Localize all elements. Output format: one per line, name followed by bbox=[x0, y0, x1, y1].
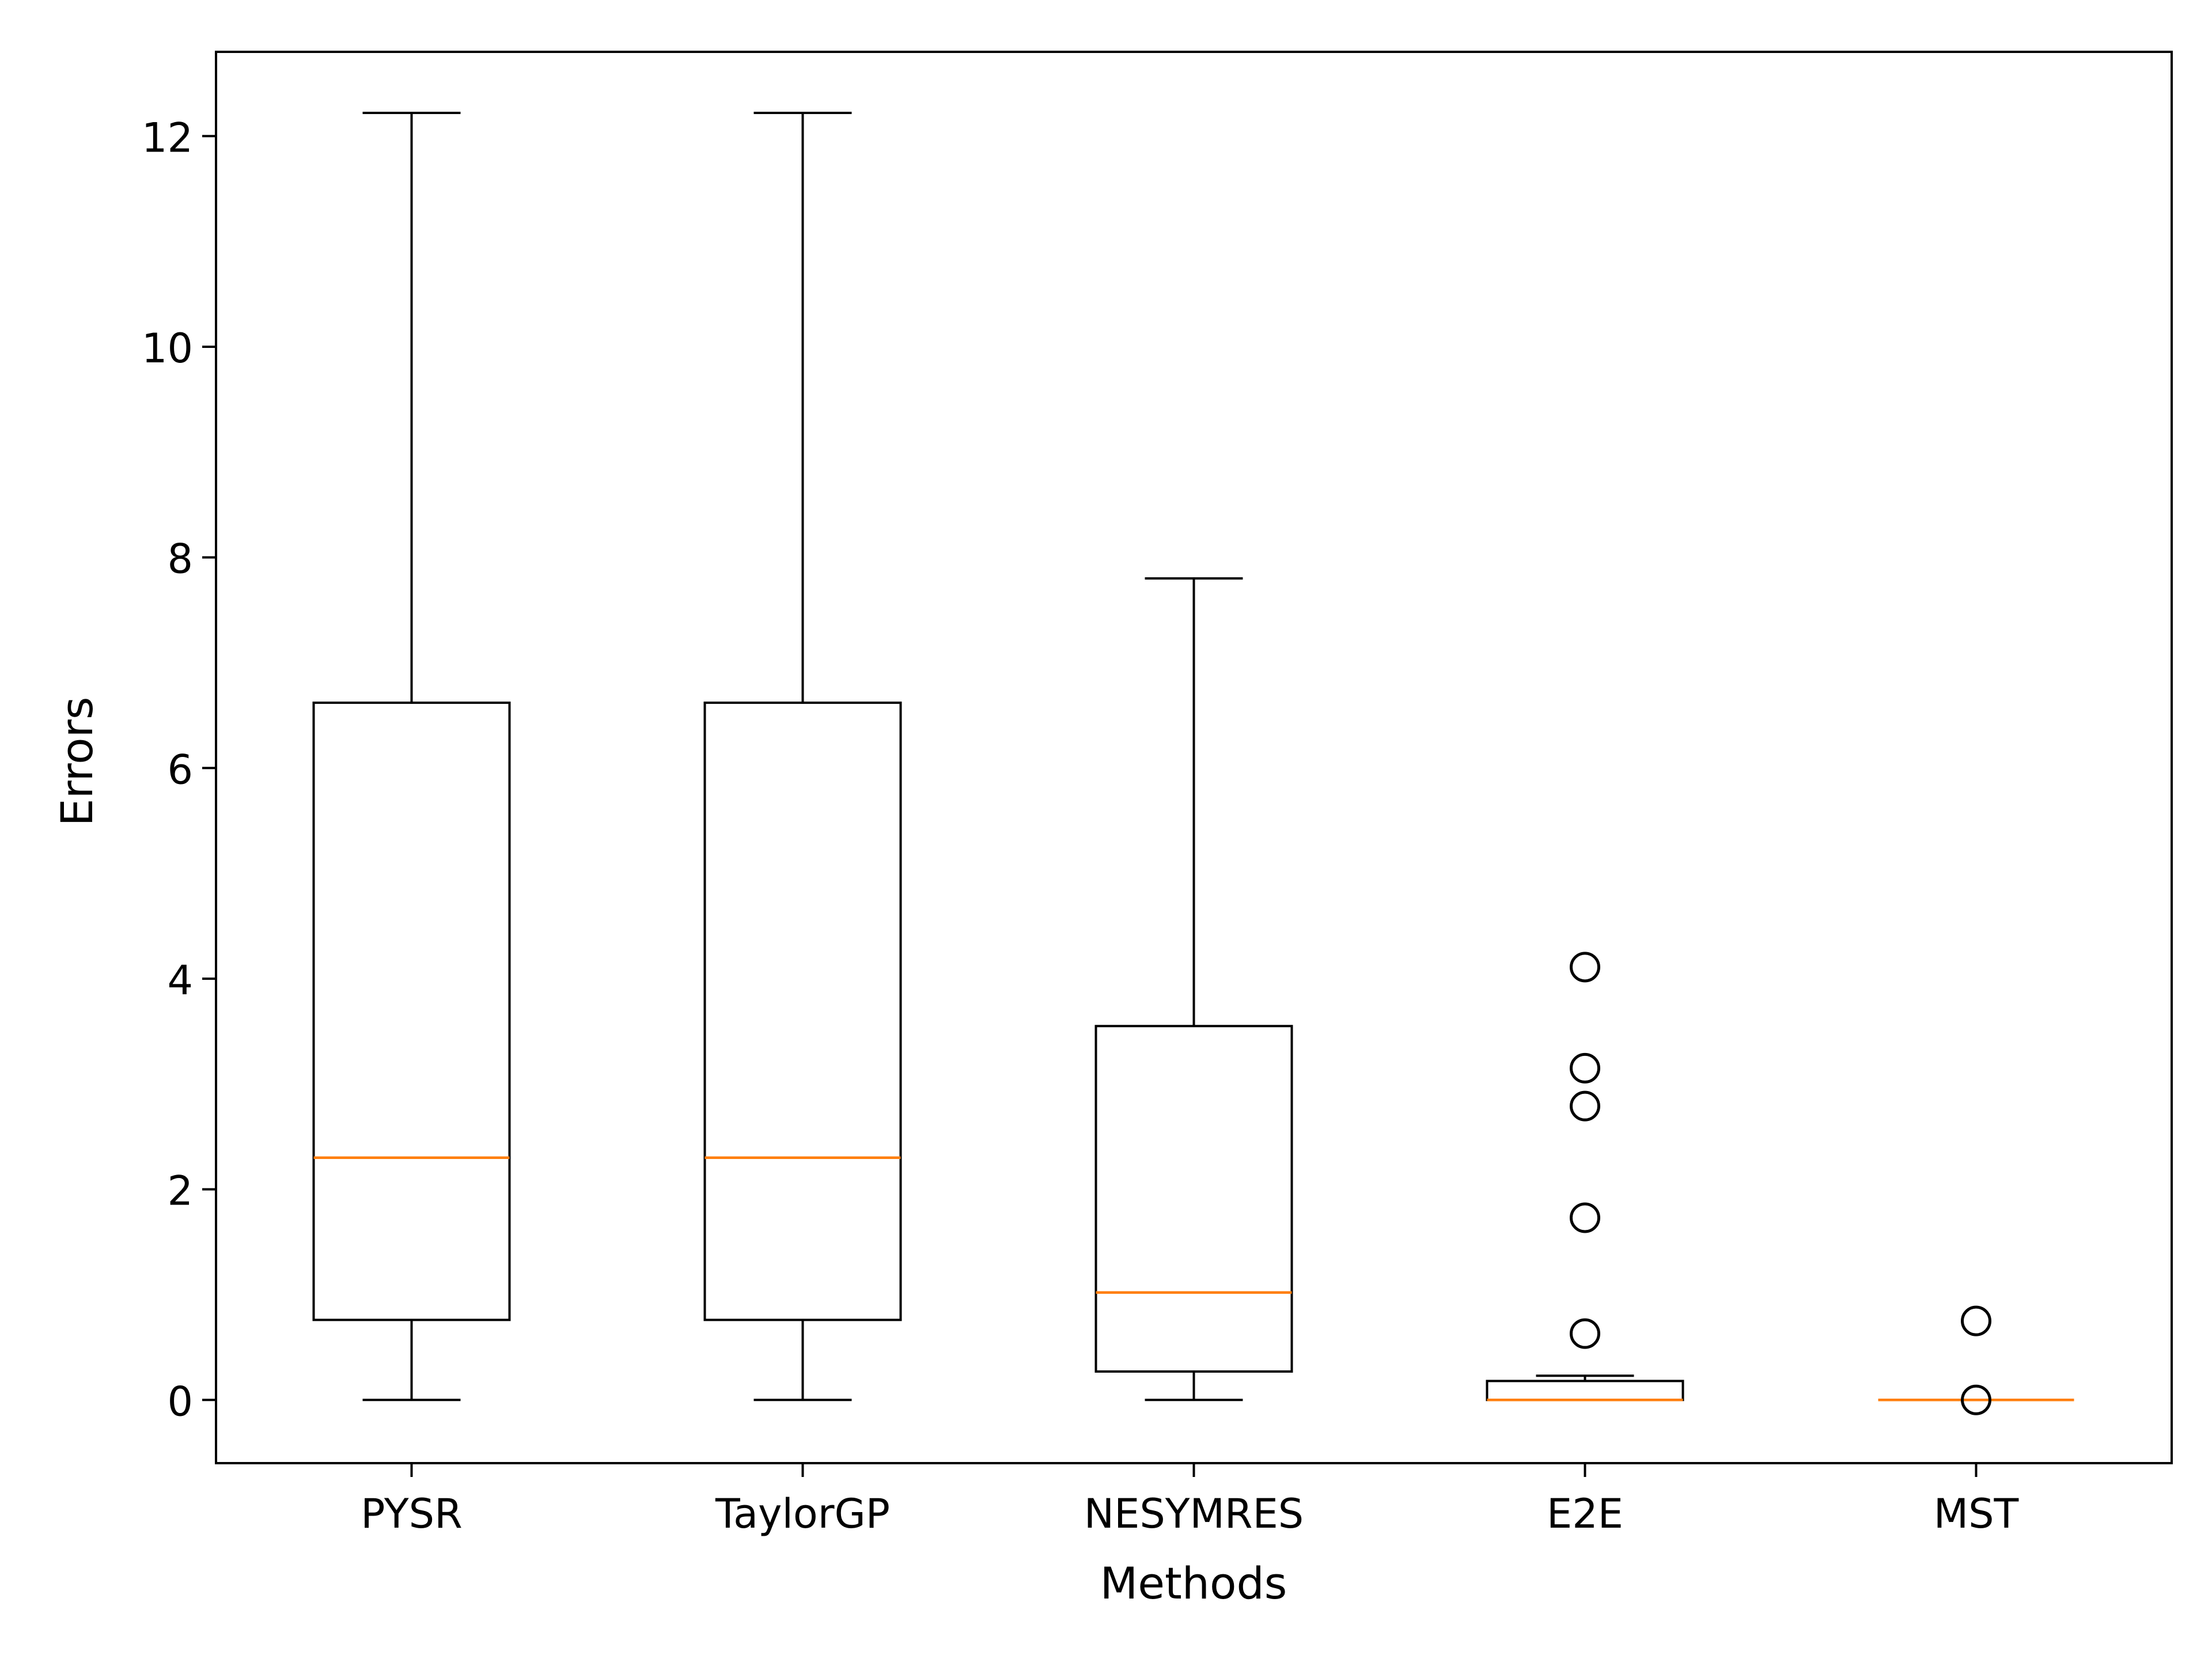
x-tick-label: PYSR bbox=[361, 1490, 463, 1537]
x-tick-label: MST bbox=[1934, 1490, 2019, 1537]
box-taylorgp bbox=[703, 112, 902, 1402]
y-tick-label: 2 bbox=[167, 1168, 193, 1215]
outlier-point bbox=[1570, 1090, 1600, 1122]
box-nesymres bbox=[1094, 577, 1293, 1402]
box-e2e bbox=[1486, 952, 1684, 1402]
y-tick-label: 4 bbox=[167, 957, 193, 1004]
boxes-layer bbox=[312, 112, 2074, 1415]
y-tick-label: 12 bbox=[142, 114, 193, 161]
box-pysr bbox=[312, 112, 511, 1402]
box-mst bbox=[1878, 1305, 2074, 1415]
outlier-point bbox=[1570, 1052, 1600, 1084]
outlier-point bbox=[1961, 1305, 1991, 1336]
y-axis-label: Errors bbox=[51, 697, 103, 827]
tick-layer: 0 2 4 6 8 10 12 PYSR TaylorGP NESYMRES E2E MST bbox=[142, 114, 2019, 1537]
x-tick-label: E2E bbox=[1547, 1490, 1623, 1537]
outlier-point bbox=[1570, 1318, 1600, 1349]
box-iqr bbox=[703, 701, 902, 1321]
y-tick-label: 10 bbox=[142, 325, 193, 372]
outlier-point bbox=[1961, 1384, 1991, 1415]
outlier-point bbox=[1570, 1202, 1600, 1233]
box-iqr bbox=[312, 701, 511, 1321]
y-tick-label: 6 bbox=[167, 746, 193, 793]
x-tick-label: NESYMRES bbox=[1084, 1490, 1304, 1537]
x-tick-label: TaylorGP bbox=[715, 1490, 890, 1537]
y-tick-label: 8 bbox=[167, 536, 193, 583]
x-axis-label: Methods bbox=[1100, 1558, 1287, 1609]
y-tick-label: 0 bbox=[167, 1378, 193, 1425]
box-iqr bbox=[1094, 1025, 1293, 1373]
outlier-point bbox=[1570, 952, 1600, 983]
plot-frame bbox=[215, 51, 2173, 1464]
